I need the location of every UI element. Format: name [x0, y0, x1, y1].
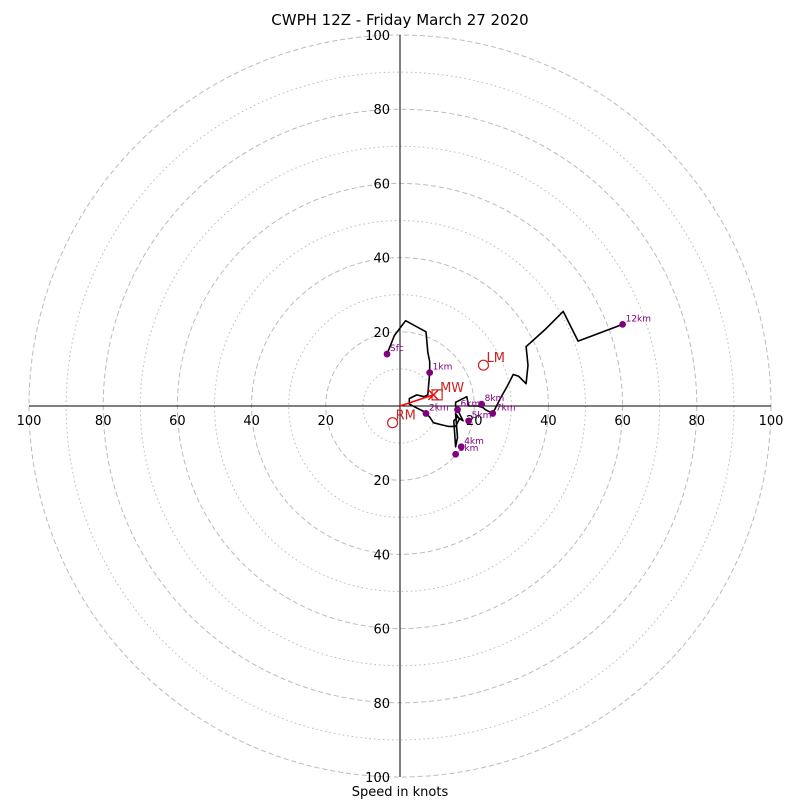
marker-label: RM — [396, 409, 416, 424]
x-tick-label: 40 — [243, 414, 260, 429]
height-label: 1km — [433, 363, 453, 373]
hodograph-trace — [386, 310, 623, 448]
shear-vector-tip — [427, 389, 439, 401]
height-point — [465, 417, 473, 425]
x-tick-label: 60 — [614, 414, 631, 429]
chart-title: CWPH 12Z - Friday March 27 2020 — [271, 11, 529, 29]
x-tick-label: 40 — [540, 414, 557, 429]
y-tick-label: 60 — [373, 623, 390, 638]
height-label: 6km — [461, 400, 481, 410]
y-tick-label: 100 — [365, 29, 390, 44]
height-label: 4km — [464, 437, 484, 447]
y-tick-label: 20 — [373, 474, 390, 489]
x-tick-label: 80 — [689, 414, 706, 429]
y-tick-label: 80 — [373, 103, 390, 118]
x-tick-label: 20 — [466, 414, 483, 429]
height-label: 5km — [472, 411, 492, 421]
height-point — [454, 406, 461, 414]
y-tick-label: 40 — [373, 252, 390, 267]
tick-labels: 100 80 60 40 20 20 40 60 80 100 100 80 60 40 20 20 40 60 8… — [17, 29, 784, 786]
shear-vector — [399, 394, 434, 407]
height-label: 7km — [496, 403, 516, 413]
height-label: 3km — [459, 444, 479, 454]
height-point — [478, 400, 486, 408]
marker-label: MW — [440, 381, 464, 396]
storm-motion-markers: MW LM RM — [386, 351, 505, 429]
y-tick-label: 100 — [365, 771, 390, 786]
x-axis-label: Speed in knots — [352, 785, 449, 800]
height-label: 12km — [626, 314, 651, 324]
height-point — [422, 410, 430, 417]
height-label: 2km — [429, 403, 449, 413]
height-point — [457, 443, 465, 451]
mean-wind-marker — [431, 389, 443, 401]
y-tick-label: 40 — [373, 548, 390, 563]
height-point — [489, 410, 497, 417]
wind-profile — [386, 310, 623, 448]
x-tick-label: 60 — [169, 414, 186, 429]
height-label: Sfc — [390, 344, 404, 354]
x-tick-label: 80 — [95, 414, 112, 429]
y-tick-label: 80 — [373, 697, 390, 712]
marker-label: LM — [486, 351, 504, 366]
y-tick-label: 20 — [373, 326, 390, 341]
height-point — [619, 320, 626, 328]
storm-motion-marker — [386, 417, 399, 429]
x-tick-label: 100 — [17, 414, 42, 429]
height-point — [452, 450, 460, 458]
x-tick-label: 100 — [759, 414, 784, 429]
height-point — [426, 369, 434, 377]
height-label: 8km — [485, 394, 505, 404]
y-tick-label: 60 — [373, 177, 390, 192]
storm-motion-marker — [477, 359, 490, 371]
x-tick-label: 20 — [318, 414, 335, 429]
height-point — [383, 350, 391, 358]
